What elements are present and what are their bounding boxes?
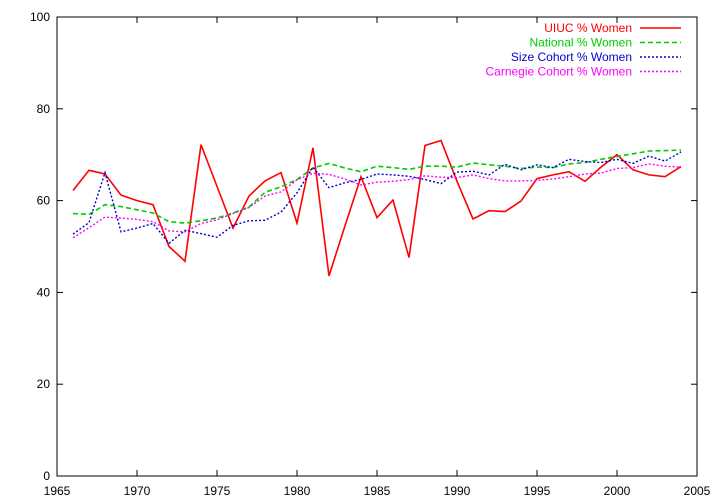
- legend-label: National % Women: [530, 36, 633, 50]
- series-line-2: [72, 151, 682, 245]
- series-line-0: [72, 139, 682, 277]
- axis-tick-labels: 1965 1970 1975 1980 1985 1990 1995 2000 2005 0 20 4…: [30, 10, 711, 498]
- x-tick-label: 1990: [444, 484, 471, 498]
- y-tick-label: 20: [37, 377, 51, 391]
- x-tick-label: 1975: [204, 484, 231, 498]
- x-tick-label: 1985: [364, 484, 391, 498]
- x-tick-label: 1970: [124, 484, 151, 498]
- y-tick-label: 0: [43, 469, 50, 483]
- x-tick-label: 2000: [604, 484, 631, 498]
- plot-frame: [56, 16, 698, 477]
- series-line-3: [72, 163, 682, 239]
- series-line-1: [72, 149, 682, 224]
- legend-label: Carnegie Cohort % Women: [485, 65, 632, 79]
- x-tick-label: 2005: [684, 484, 711, 498]
- y-tick-label: 80: [37, 102, 51, 116]
- legend-label: Size Cohort % Women: [511, 50, 632, 64]
- x-tick-label: 1965: [44, 484, 71, 498]
- y-tick-label: 100: [30, 10, 50, 24]
- x-tick-label: 1995: [524, 484, 551, 498]
- x-tick-label: 1980: [284, 484, 311, 498]
- y-tick-label: 40: [37, 285, 51, 299]
- legend-label: UIUC % Women: [544, 21, 632, 35]
- y-tick-label: 60: [37, 194, 51, 208]
- axis-ticks: [56, 16, 698, 477]
- series-lines: [72, 139, 682, 277]
